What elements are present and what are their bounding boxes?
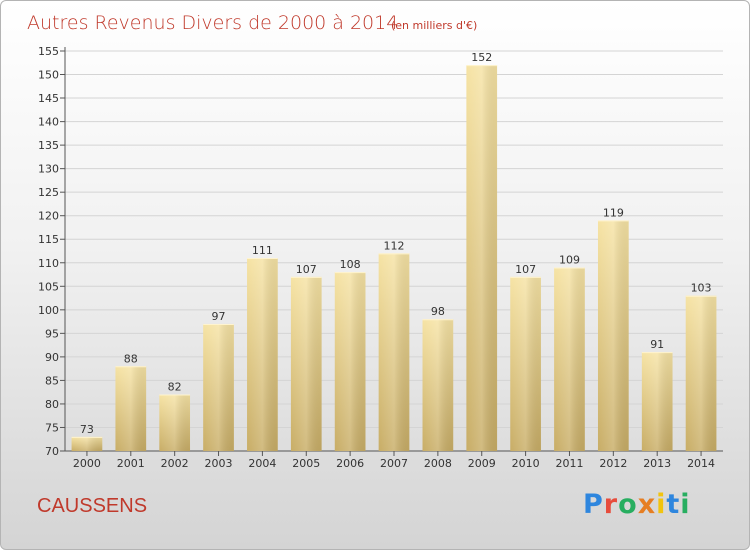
proxiti-logo: Proxiti xyxy=(583,489,691,520)
y-tick-label: 85 xyxy=(45,374,59,387)
y-tick-label: 130 xyxy=(38,163,59,176)
data-label: 107 xyxy=(515,263,536,276)
y-tick-label: 140 xyxy=(38,116,59,129)
bar-sheen xyxy=(115,366,147,451)
bars xyxy=(71,65,717,451)
x-tick-label: 2005 xyxy=(292,457,320,470)
y-tick-label: 150 xyxy=(38,69,59,82)
logo-letter: r xyxy=(603,489,619,520)
data-label: 109 xyxy=(559,253,580,266)
x-tick-label: 2003 xyxy=(205,457,233,470)
x-tick-label: 2006 xyxy=(336,457,364,470)
x-tick-label: 2007 xyxy=(380,457,408,470)
x-tick-label: 2012 xyxy=(599,457,627,470)
chart-title: Autres Revenus Divers de 2000 à 2014 xyxy=(27,12,398,34)
x-tick-label: 2008 xyxy=(424,457,452,470)
y-tick-label: 100 xyxy=(38,304,59,317)
x-tick-label: 2010 xyxy=(512,457,540,470)
data-label: 103 xyxy=(691,282,712,295)
x-tick-label: 2009 xyxy=(468,457,496,470)
data-label: 73 xyxy=(80,423,94,436)
data-label: 82 xyxy=(168,381,182,394)
x-tick-label: 2002 xyxy=(161,457,189,470)
bar-sheen xyxy=(159,394,191,451)
commune-name: CAUSSENS xyxy=(37,495,148,517)
bar-sheen xyxy=(685,295,717,451)
bar-sheen xyxy=(290,276,322,451)
bar-sheen xyxy=(422,319,454,451)
logo-letter: P xyxy=(583,489,604,520)
data-label: 98 xyxy=(431,305,445,318)
bar-sheen xyxy=(203,323,234,451)
bar-sheen xyxy=(71,436,103,451)
logo-letter: x xyxy=(637,489,657,520)
bar-sheen xyxy=(466,65,498,451)
y-tick-label: 125 xyxy=(38,186,59,199)
y-tick-label: 145 xyxy=(38,92,59,105)
x-tick-label: 2013 xyxy=(643,457,671,470)
bar-sheen xyxy=(247,258,278,451)
bar-sheen xyxy=(641,352,673,451)
grid xyxy=(65,50,723,452)
data-label: 111 xyxy=(252,244,273,257)
data-label: 88 xyxy=(124,352,138,365)
data-label: 107 xyxy=(296,263,317,276)
y-tick-label: 120 xyxy=(38,210,59,223)
logo-letter: o xyxy=(618,489,638,520)
data-label: 97 xyxy=(212,310,226,323)
bar-sheen xyxy=(378,253,410,451)
bar-sheen xyxy=(510,276,541,451)
axes: 70 75 80 85 90 95 100 105 110 115 120 125 130 135 140 1… xyxy=(38,45,723,470)
data-label: 91 xyxy=(650,338,664,351)
bar-sheen xyxy=(597,220,629,451)
y-tick-label: 105 xyxy=(38,280,59,293)
bar-sheen xyxy=(554,267,585,451)
y-tick-label: 155 xyxy=(38,45,59,58)
logo-letter: t xyxy=(666,489,681,520)
value-labels: 73 88 82 97 111 107 108 112 98 152 107 109 119 91 103 xyxy=(80,51,712,436)
chart-unit: (en milliers d'€) xyxy=(391,19,477,32)
logo-letter: i xyxy=(656,489,667,520)
y-tick-label: 80 xyxy=(45,398,59,411)
logo-letter: i xyxy=(680,489,691,520)
y-tick-label: 110 xyxy=(38,257,59,270)
y-tick-label: 70 xyxy=(45,445,59,458)
bar-sheen xyxy=(334,272,366,451)
y-tick-label: 135 xyxy=(38,139,59,152)
y-tick-label: 115 xyxy=(38,233,59,246)
x-tick-label: 2000 xyxy=(73,457,101,470)
y-tick-label: 75 xyxy=(45,421,59,434)
data-label: 112 xyxy=(384,239,405,252)
x-tick-label: 2011 xyxy=(555,457,583,470)
data-label: 152 xyxy=(471,51,492,64)
y-tick-label: 90 xyxy=(45,351,59,364)
data-label: 119 xyxy=(603,206,624,219)
x-tick-label: 2004 xyxy=(248,457,276,470)
data-label: 108 xyxy=(340,258,361,271)
x-tick-label: 2001 xyxy=(117,457,145,470)
x-tick-label: 2014 xyxy=(687,457,715,470)
y-tick-label: 95 xyxy=(45,327,59,340)
